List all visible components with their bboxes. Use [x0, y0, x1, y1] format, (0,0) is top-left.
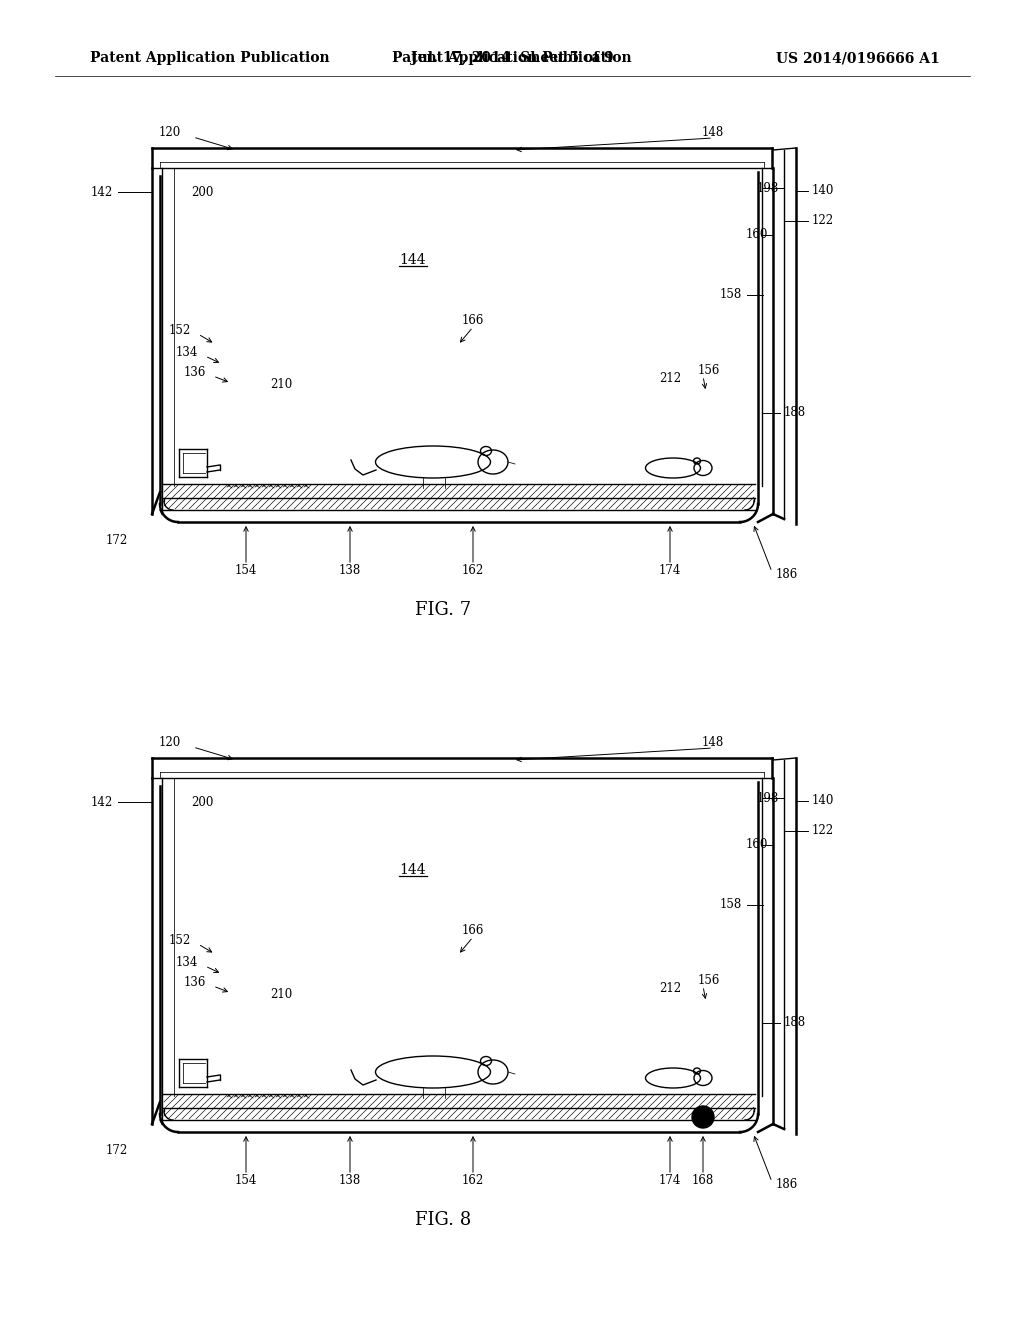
Text: 174: 174: [658, 564, 681, 577]
Text: 144: 144: [399, 253, 426, 267]
Text: 174: 174: [658, 1173, 681, 1187]
Text: 152: 152: [169, 933, 191, 946]
Text: Patent Application Publication: Patent Application Publication: [392, 51, 632, 65]
Text: 154: 154: [234, 564, 257, 577]
Text: 162: 162: [462, 1173, 484, 1187]
Text: 210: 210: [270, 378, 292, 391]
Text: 138: 138: [339, 1173, 361, 1187]
Text: 186: 186: [776, 569, 799, 582]
Text: 140: 140: [812, 793, 835, 807]
Text: 152: 152: [169, 323, 191, 337]
Text: FIG. 7: FIG. 7: [415, 601, 471, 619]
Text: 142: 142: [91, 186, 113, 198]
Text: 186: 186: [776, 1179, 799, 1192]
Text: 168: 168: [692, 1173, 714, 1187]
Text: 210: 210: [270, 987, 292, 1001]
Text: Patent Application Publication: Patent Application Publication: [90, 51, 330, 65]
Text: 140: 140: [812, 183, 835, 197]
Text: 198: 198: [757, 181, 779, 194]
Text: 156: 156: [698, 974, 720, 986]
Text: 142: 142: [91, 796, 113, 808]
Text: 188: 188: [784, 407, 806, 420]
Text: 172: 172: [105, 533, 128, 546]
Text: 120: 120: [159, 735, 181, 748]
Circle shape: [692, 1106, 714, 1129]
Text: 200: 200: [191, 186, 213, 198]
Text: 144: 144: [399, 863, 426, 876]
Text: 200: 200: [191, 796, 213, 808]
Text: 156: 156: [698, 363, 720, 376]
Text: 138: 138: [339, 564, 361, 577]
Text: 212: 212: [658, 982, 681, 994]
Text: 212: 212: [658, 371, 681, 384]
Text: 148: 148: [701, 735, 724, 748]
Text: 136: 136: [183, 366, 206, 379]
Text: 158: 158: [720, 289, 742, 301]
Text: 134: 134: [176, 346, 198, 359]
Text: Jul. 17, 2014  Sheet 5 of 9: Jul. 17, 2014 Sheet 5 of 9: [411, 51, 613, 65]
Text: 120: 120: [159, 125, 181, 139]
Text: US 2014/0196666 A1: US 2014/0196666 A1: [776, 51, 940, 65]
Text: 188: 188: [784, 1016, 806, 1030]
Text: 136: 136: [183, 975, 206, 989]
Text: FIG. 8: FIG. 8: [415, 1210, 471, 1229]
Text: 158: 158: [720, 899, 742, 912]
Text: 160: 160: [745, 228, 768, 242]
Text: 166: 166: [462, 924, 484, 936]
Text: 148: 148: [701, 125, 724, 139]
Text: 154: 154: [234, 1173, 257, 1187]
Text: 122: 122: [812, 214, 835, 227]
Text: 166: 166: [462, 314, 484, 326]
Text: 172: 172: [105, 1143, 128, 1156]
Text: 122: 122: [812, 824, 835, 837]
Text: 198: 198: [757, 792, 779, 804]
Text: 160: 160: [745, 838, 768, 851]
Text: 134: 134: [176, 956, 198, 969]
Text: 162: 162: [462, 564, 484, 577]
